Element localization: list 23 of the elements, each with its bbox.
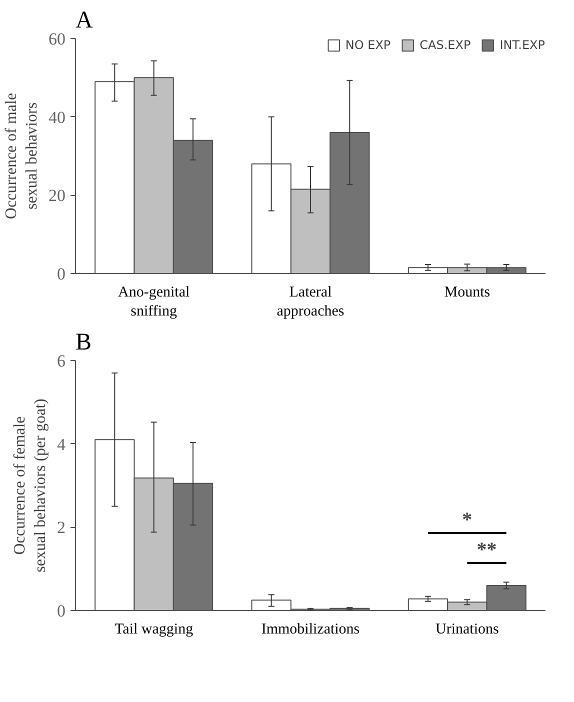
- x-tick-label: Lateral approaches: [276, 284, 344, 320]
- y-axis-title: Occurrence of female sexual behaviors (per goat): [12, 398, 49, 572]
- annotation: **: [476, 539, 497, 561]
- x-tick-label: Tail wagging: [114, 622, 194, 638]
- y-tick-label: 20: [48, 186, 66, 206]
- x-tick-label: Ano-genital sniffing: [118, 284, 190, 320]
- chart-title: B: [76, 330, 92, 356]
- y-tick-label: 6: [57, 352, 66, 370]
- x-tick-label: Immobilizations: [261, 622, 360, 638]
- legend-label: NO EXP: [345, 38, 391, 52]
- annotation: *: [462, 509, 472, 531]
- y-tick-label: 40: [48, 108, 66, 127]
- y-tick-label: 0: [57, 602, 66, 620]
- chart-title: A: [76, 8, 94, 34]
- y-tick-label: 0: [57, 264, 66, 284]
- legend-label: CAS.EXP: [420, 38, 471, 52]
- y-tick-label: 4: [57, 434, 66, 454]
- x-tick-label: Mounts: [444, 284, 490, 300]
- y-axis-title: Occurrence of male sexual behaviors: [3, 92, 40, 220]
- y-tick-label: 60: [48, 30, 66, 48]
- x-tick-label: Urinations: [436, 622, 499, 638]
- y-tick-label: 2: [57, 518, 66, 538]
- legend-label: INT.EXP: [500, 38, 545, 52]
